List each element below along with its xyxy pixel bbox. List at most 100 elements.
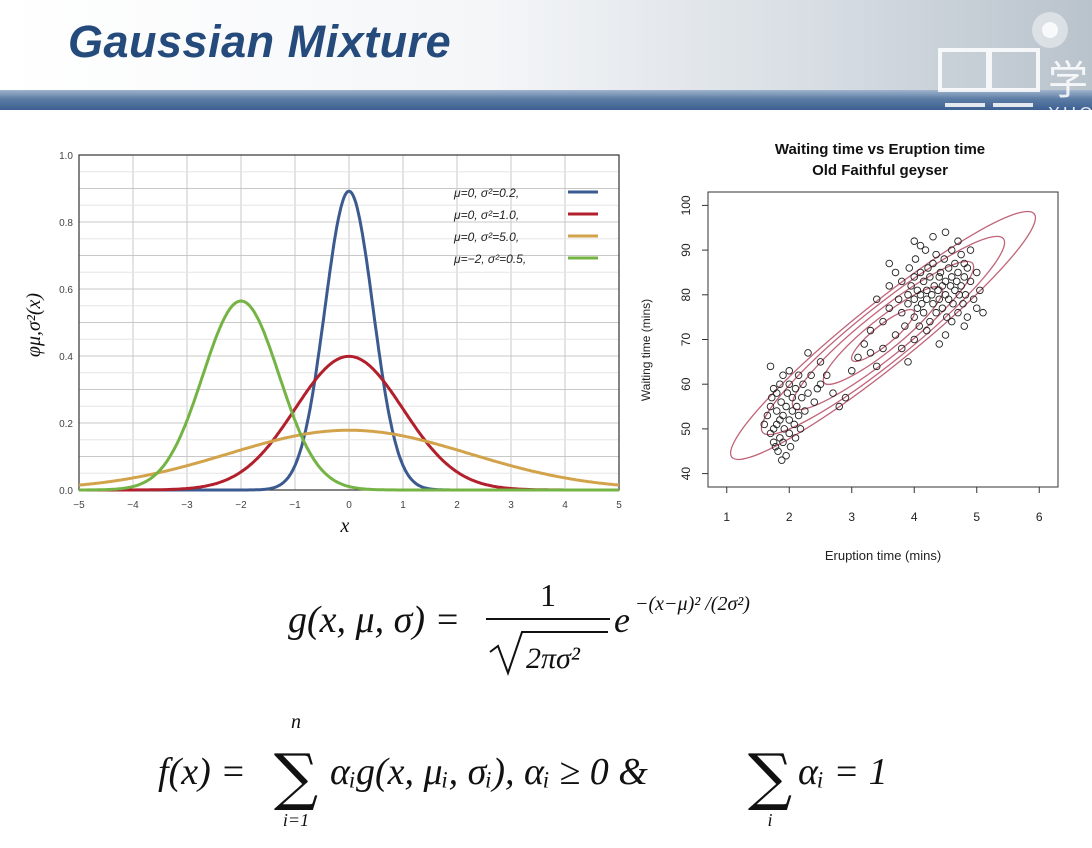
data-point (866, 326, 875, 335)
data-point (921, 246, 930, 254)
chart2-x-axis-label: Eruption time (mins) (825, 548, 941, 563)
data-point (782, 451, 790, 460)
data-point (785, 367, 793, 375)
data-point (943, 313, 951, 321)
x-tick-label: 5 (973, 510, 980, 524)
data-point (963, 264, 972, 272)
chart1-x-axis-label: x (340, 515, 350, 537)
formula-f-sum2-lower: i (767, 810, 772, 830)
data-point (885, 259, 893, 268)
old-faithful-scatter-chart: Waiting time vs Eruption time Old Faithf… (639, 141, 1059, 563)
x-tick-label: 0 (346, 500, 352, 511)
data-point (951, 259, 959, 268)
contour-ellipse-2 (822, 285, 944, 386)
data-point (760, 420, 768, 429)
data-point (766, 402, 775, 411)
data-point (767, 393, 776, 402)
x-tick-label: −3 (181, 500, 193, 511)
data-point (910, 237, 919, 245)
data-point (788, 393, 797, 402)
data-point (788, 407, 797, 415)
formula-f-term: αᵢg(x, μᵢ, σᵢ), αᵢ ≥ 0 & (330, 751, 648, 793)
data-point (776, 416, 784, 424)
data-point (941, 331, 950, 339)
chart1-legend: μ=0, σ²=0.2, μ=0, σ²=1.0, μ=0, σ²=5.0, μ=−2… (453, 186, 598, 266)
x-tick-label: 2 (454, 500, 460, 511)
data-point (901, 322, 909, 330)
gaussian-formula: g(x, μ, σ) = 1 2πσ² e −(x−μ)² /(2σ²) (288, 577, 750, 676)
formula-g-exp-base: e (614, 600, 630, 640)
data-point (766, 362, 775, 371)
x-tick-label: 1 (400, 500, 406, 511)
data-point (941, 277, 950, 286)
data-point (904, 291, 912, 299)
logo-icon (938, 12, 1068, 122)
data-point (822, 371, 831, 380)
x-tick-label: −1 (289, 500, 301, 511)
data-point (779, 438, 787, 447)
data-point (774, 447, 782, 455)
data-point (910, 273, 919, 281)
chart2-contours (729, 210, 1037, 461)
chart2-ticks: 1 2 3 4 5 6 40 50 60 70 80 90 100 (679, 195, 1043, 524)
data-point (948, 273, 956, 281)
data-point (948, 246, 956, 254)
data-point (938, 304, 947, 312)
chart1-ticks: −5 −4 −3 −2 −1 0 1 2 3 4 5 0.0 0.2 0.4 0.6 0.8 1.0 (59, 151, 622, 511)
data-point (904, 358, 912, 366)
data-point (935, 273, 944, 281)
y-tick-label: 90 (679, 243, 693, 257)
formula-f-sum-lower: i=1 (283, 810, 309, 830)
data-point (954, 268, 962, 277)
data-point (948, 317, 956, 326)
data-point (891, 268, 900, 277)
data-point (879, 344, 887, 353)
chart2-subtitle: Old Faithful geyser (812, 162, 948, 179)
data-point (979, 308, 987, 317)
data-point (782, 402, 790, 411)
data-point (854, 353, 862, 362)
data-point (885, 304, 893, 312)
data-point (961, 291, 970, 299)
data-point (966, 277, 975, 286)
data-point (816, 358, 825, 366)
data-point (816, 380, 825, 388)
data-point (954, 237, 962, 245)
data-point (898, 277, 906, 286)
data-point (930, 282, 939, 290)
data-point (799, 380, 807, 388)
data-point (923, 326, 931, 335)
data-point (894, 295, 903, 304)
data-point (919, 308, 928, 317)
data-point (872, 362, 881, 371)
y-tick-label: 80 (679, 288, 693, 302)
data-point (769, 425, 778, 433)
data-point (916, 291, 925, 299)
x-tick-label: 4 (562, 500, 568, 511)
formula-g-radicand: 2πσ² (526, 642, 581, 675)
data-point (801, 407, 809, 415)
data-point (879, 317, 887, 326)
data-point (807, 371, 815, 380)
data-point (929, 299, 937, 308)
data-point (790, 420, 798, 429)
slide-header: Gaussian Mixture (0, 0, 1092, 92)
data-point (959, 299, 967, 308)
data-point (936, 268, 945, 277)
data-point (934, 286, 942, 295)
data-point (791, 434, 800, 442)
data-point (976, 286, 984, 295)
data-point (772, 389, 781, 397)
mixture-formula: f(x) = n ∑ i=1 αᵢg(x, μᵢ, σᵢ), αᵢ ≥ 0 & … (158, 712, 888, 830)
data-point (885, 282, 893, 290)
data-point (769, 384, 778, 393)
y-tick-label: 0.2 (59, 419, 73, 430)
data-point (949, 299, 957, 308)
contour-ellipse-4 (760, 235, 1006, 436)
x-tick-label: 2 (786, 510, 793, 524)
data-point (915, 322, 924, 330)
x-tick-label: −2 (235, 500, 247, 511)
data-point (944, 295, 953, 304)
x-tick-label: −4 (127, 500, 139, 511)
data-point (769, 438, 778, 447)
